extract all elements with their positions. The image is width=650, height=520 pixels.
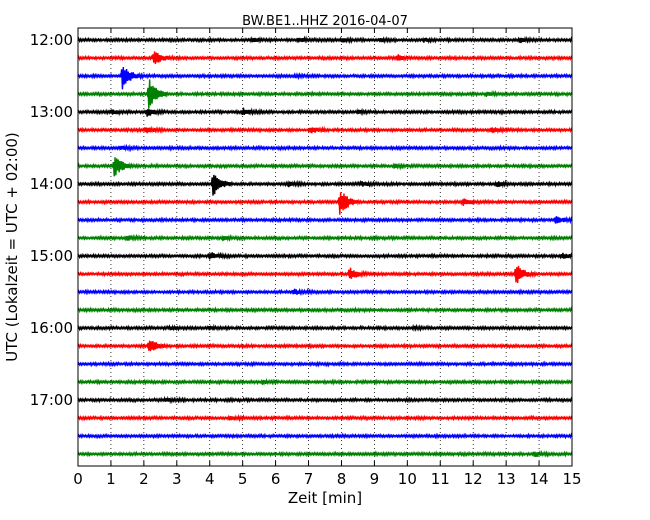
trace-1500: [77, 251, 573, 260]
x-tick-label: 8: [337, 470, 347, 488]
y-tick-label: 12:00: [30, 31, 73, 49]
trace-1200: [77, 35, 573, 45]
x-tick-label: 5: [238, 470, 248, 488]
plot-frame: [77, 27, 573, 467]
x-tick-label: 9: [370, 470, 380, 488]
y-axis-label: UTC (Lokalzeit = UTC + 02:00): [3, 132, 21, 362]
trace-1345: [77, 157, 573, 177]
y-tick-label: 17:00: [30, 391, 73, 409]
trace-1430: [77, 215, 573, 225]
trace-1600: [77, 323, 573, 333]
trace-1445: [77, 233, 573, 243]
x-tick-label: 0: [73, 470, 83, 488]
y-tick-label: 13:00: [30, 103, 73, 121]
trace-1615: [77, 340, 573, 352]
trace-1330: [77, 143, 573, 153]
x-tick-label: 3: [172, 470, 182, 488]
trace-1545: [77, 306, 573, 314]
y-tick-label: 15:00: [30, 247, 73, 265]
axis-ticks: [77, 28, 573, 466]
trace-1300: [77, 107, 573, 117]
x-tick-label: 14: [530, 470, 549, 488]
trace-1230: [77, 67, 573, 90]
trace-1700: [77, 395, 573, 405]
trace-1730: [77, 432, 573, 440]
trace-1515: [77, 265, 573, 283]
seismic-traces: [77, 35, 573, 459]
x-tick-label: 6: [271, 470, 281, 488]
trace-1745: [77, 449, 573, 459]
trace-1715: [77, 413, 573, 423]
trace-1415: [77, 192, 573, 215]
trace-1400: [77, 174, 573, 196]
x-tick-label: 10: [398, 470, 417, 488]
y-tick-label: 14:00: [30, 175, 73, 193]
x-tick-label: 15: [562, 470, 581, 488]
x-tick-label: 13: [497, 470, 516, 488]
chart-title: BW.BE1..HHZ 2016-04-07: [242, 14, 408, 29]
y-tick-label: 16:00: [30, 319, 73, 337]
x-tick-label: 7: [304, 470, 314, 488]
trace-1630: [77, 360, 573, 368]
x-tick-label: 1: [106, 470, 116, 488]
trace-1215: [77, 51, 573, 65]
x-tick-label: 2: [139, 470, 149, 488]
x-tick-label: 12: [464, 470, 483, 488]
trace-1245: [77, 79, 573, 109]
x-tick-labels: 0 1 2 3 4 5 6 7 8 9 10 11 12 13 14 15: [73, 470, 581, 488]
trace-1315: [77, 125, 573, 135]
x-axis-label: Zeit [min]: [288, 489, 362, 507]
x-tick-label: 11: [431, 470, 450, 488]
trace-1645: [77, 377, 573, 387]
trace-1530: [77, 287, 573, 296]
y-tick-labels: 12:00 13:00 14:00 15:00 16:00 17:00: [30, 31, 73, 409]
x-tick-label: 4: [205, 470, 215, 488]
